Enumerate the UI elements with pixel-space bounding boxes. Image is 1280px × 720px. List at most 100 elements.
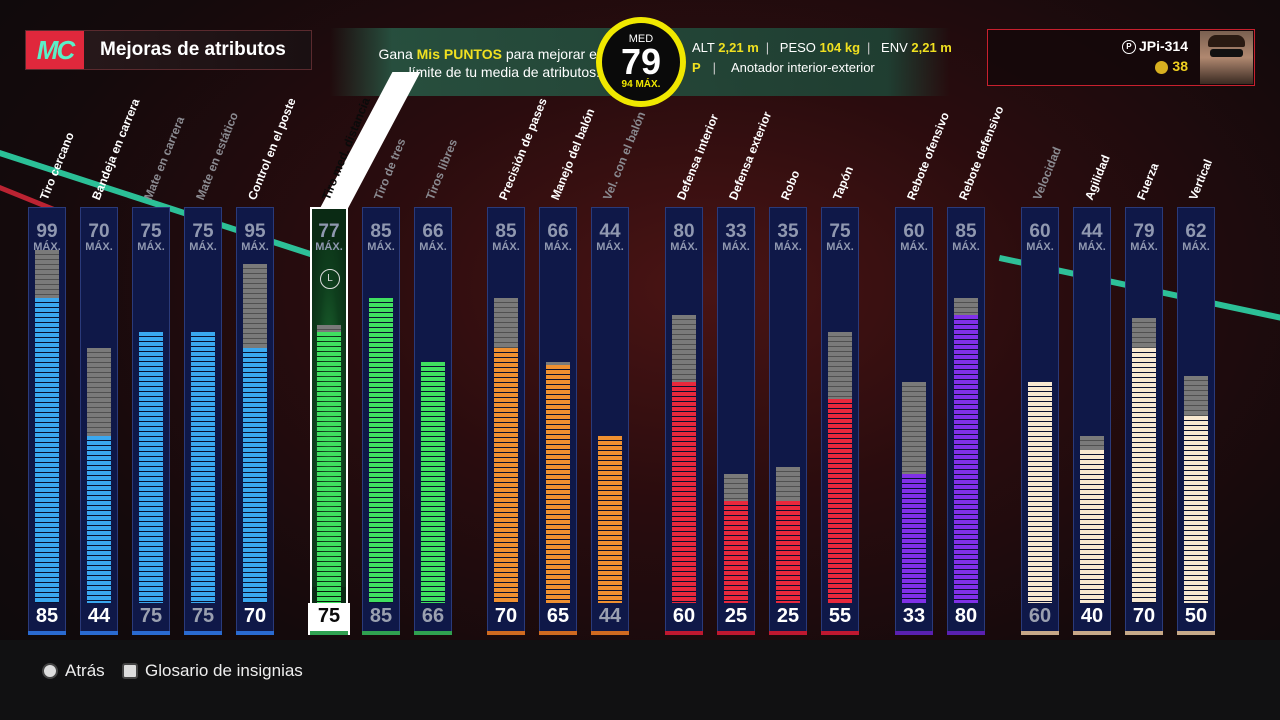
attribute-fill-bar	[672, 382, 696, 603]
max-label: MÁX.	[1026, 241, 1054, 253]
max-label: MÁX.	[189, 241, 217, 253]
attribute-current-value: 70	[243, 605, 267, 627]
attribute-max-value: 75	[829, 221, 851, 242]
attribute-max-value: 33	[725, 221, 747, 242]
attribute-column[interactable]: 66 MÁX. 65	[539, 207, 577, 635]
attribute-column[interactable]: 79 MÁX. 70	[1125, 207, 1163, 635]
attribute-column[interactable]: L 77 MÁX. 75	[308, 207, 350, 635]
avatar	[1200, 31, 1253, 84]
attribute-fill-bar	[494, 348, 518, 603]
attribute-label: Rebote defensivo	[956, 104, 1007, 202]
attribute-label: Manejo del balón	[548, 106, 598, 202]
attribute-current-value: 33	[902, 605, 926, 627]
attribute-column[interactable]: 85 MÁX. 70	[487, 207, 525, 635]
group-underline	[236, 631, 274, 635]
max-label: MÁX.	[774, 241, 802, 253]
attribute-column[interactable]: 99 MÁX. 85	[28, 207, 66, 635]
back-button[interactable]: Atrás	[42, 661, 105, 681]
attribute-columns: 99 MÁX. 85 Tiro cercano 70 MÁX. 44 Bandeja en c…	[28, 95, 1215, 635]
weight-value: 104 kg	[819, 40, 861, 55]
attribute-label: Tapón	[830, 164, 857, 202]
attribute-column[interactable]: 75 MÁX. 55	[821, 207, 859, 635]
attribute-fill-bar	[546, 365, 570, 603]
attribute-column[interactable]: 85 MÁX. 85	[362, 207, 400, 635]
attribute-fill-bar	[776, 501, 800, 603]
max-label: MÁX.	[826, 241, 854, 253]
attribute-column[interactable]: 44 MÁX. 44	[591, 207, 629, 635]
attribute-upgrade-bar	[1184, 376, 1208, 416]
attribute-upgrade-bar	[243, 264, 267, 348]
max-label: MÁX.	[596, 241, 624, 253]
attribute-column[interactable]: 70 MÁX. 44	[80, 207, 118, 635]
max-label: MÁX.	[670, 241, 698, 253]
attribute-upgrade-bar	[317, 325, 341, 332]
attribute-label: Agilidad	[1082, 152, 1113, 202]
attribute-current-value: 75	[191, 605, 215, 627]
max-label: MÁX.	[241, 241, 269, 253]
attribute-upgrade-bar	[902, 382, 926, 474]
attribute-max-value: 44	[1081, 221, 1103, 242]
attribute-upgrade-bar	[828, 332, 852, 399]
attribute-upgrade-bar	[35, 250, 59, 298]
group-underline	[414, 631, 452, 635]
attribute-column[interactable]: 75 MÁX. 75	[184, 207, 222, 635]
playstation-icon: P	[1121, 40, 1136, 55]
attribute-fill-bar	[317, 332, 341, 603]
current-value-box	[308, 603, 350, 635]
attribute-current-value: 70	[1132, 605, 1156, 627]
attribute-upgrade-bar	[1132, 318, 1156, 348]
square-button-icon	[122, 663, 138, 679]
attribute-fill-bar	[369, 298, 393, 603]
cursor-icon: L	[320, 269, 340, 289]
attribute-label: Tiro de tres	[371, 136, 409, 202]
attribute-max-value: 66	[547, 221, 569, 242]
max-label: MÁX.	[1130, 241, 1158, 253]
attribute-column[interactable]: 85 MÁX. 80	[947, 207, 985, 635]
attribute-label: Tiros libres	[423, 136, 461, 202]
attribute-max-value: 60	[903, 221, 925, 242]
max-label: MÁX.	[419, 241, 447, 253]
attribute-column[interactable]: 95 MÁX. 70	[236, 207, 274, 635]
attribute-column[interactable]: 44 MÁX. 40	[1073, 207, 1111, 635]
attribute-max-value: 35	[777, 221, 799, 242]
max-label: MÁX.	[952, 241, 980, 253]
group-underline	[1073, 631, 1111, 635]
attribute-current-value: 25	[724, 605, 748, 627]
group-underline	[1125, 631, 1163, 635]
attribute-current-value: 66	[421, 605, 445, 627]
attribute-column[interactable]: 35 MÁX. 25	[769, 207, 807, 635]
attribute-fill-bar	[1080, 450, 1104, 603]
attribute-upgrade-bar	[494, 298, 518, 348]
attribute-label: Fuerza	[1134, 160, 1162, 202]
attribute-fill-bar	[598, 436, 622, 603]
badge-glossary-button[interactable]: Glosario de insignias	[122, 661, 303, 681]
attribute-current-value: 85	[369, 605, 393, 627]
attribute-column[interactable]: 66 MÁX. 66	[414, 207, 452, 635]
attribute-current-value: 80	[954, 605, 978, 627]
attribute-fill-bar	[724, 501, 748, 603]
attribute-current-value: 25	[776, 605, 800, 627]
wingspan-value: 2,21 m	[911, 40, 952, 55]
attribute-column[interactable]: 62 MÁX. 50	[1177, 207, 1215, 635]
attribute-max-value: 79	[1133, 221, 1155, 242]
attribute-column[interactable]: 60 MÁX. 33	[895, 207, 933, 635]
group-underline	[591, 631, 629, 635]
group-underline	[947, 631, 985, 635]
attribute-max-value: 60	[1029, 221, 1051, 242]
attribute-column[interactable]: 60 MÁX. 60	[1021, 207, 1059, 635]
gamertag: P JPi-314	[1121, 38, 1188, 55]
max-label: MÁX.	[137, 241, 165, 253]
attribute-upgrade-bar	[87, 348, 111, 436]
attribute-fill-bar	[954, 315, 978, 603]
attribute-column[interactable]: 80 MÁX. 60	[665, 207, 703, 635]
attribute-label: Mate en estático	[193, 110, 241, 202]
attribute-upgrade-bar	[724, 474, 748, 501]
group-underline	[717, 631, 755, 635]
attribute-column[interactable]: 75 MÁX. 75	[132, 207, 170, 635]
attribute-current-value: 75	[317, 605, 341, 627]
attribute-column[interactable]: 33 MÁX. 25	[717, 207, 755, 635]
max-label: MÁX.	[722, 241, 750, 253]
attribute-fill-bar	[421, 362, 445, 603]
attribute-label: Tiro med. distancia	[319, 95, 373, 202]
attribute-label: Vel. con el balón	[600, 109, 649, 202]
